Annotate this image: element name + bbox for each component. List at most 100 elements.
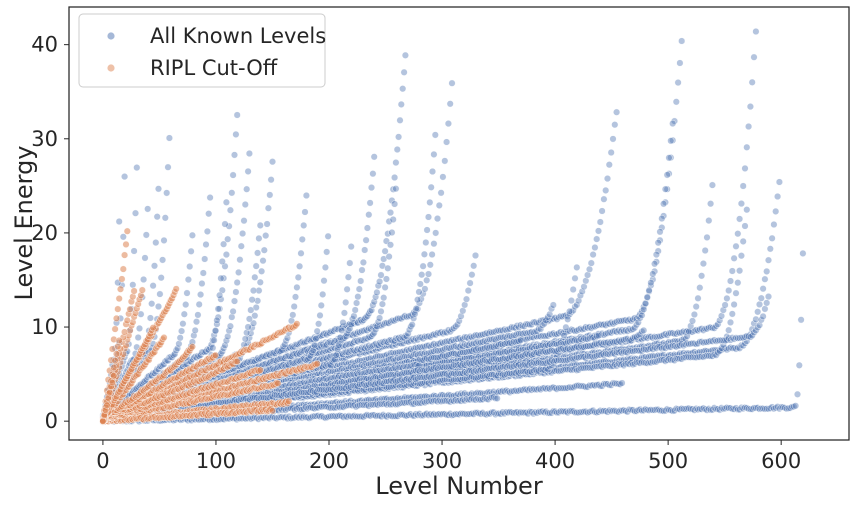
data-point	[748, 78, 756, 86]
data-point	[591, 243, 599, 251]
data-point	[349, 413, 357, 421]
data-point	[652, 406, 660, 414]
data-point	[468, 271, 476, 279]
data-point	[734, 279, 742, 287]
data-point	[607, 148, 615, 156]
data-point	[701, 405, 709, 413]
data-point	[699, 404, 707, 412]
data-point	[423, 226, 431, 234]
data-point	[761, 275, 769, 283]
data-point	[770, 405, 778, 413]
data-point	[741, 164, 749, 172]
data-point	[765, 256, 773, 264]
data-point	[425, 270, 433, 278]
data-point	[392, 412, 400, 420]
data-point	[403, 412, 411, 420]
data-point	[352, 413, 360, 421]
data-point	[777, 403, 785, 411]
data-point	[651, 260, 659, 268]
data-point	[707, 406, 715, 414]
data-point	[754, 308, 762, 316]
data-point	[459, 410, 467, 418]
data-point	[647, 406, 655, 414]
data-point	[504, 409, 512, 417]
data-point	[273, 414, 281, 422]
data-point	[491, 410, 499, 418]
data-point	[408, 321, 416, 329]
data-point	[482, 411, 490, 419]
data-point	[459, 307, 467, 315]
data-point	[567, 407, 575, 415]
data-point	[746, 103, 754, 111]
data-point	[602, 186, 610, 194]
data-point	[327, 412, 335, 420]
data-point	[437, 189, 445, 197]
data-point	[444, 120, 452, 128]
data-point	[321, 414, 329, 422]
data-point	[260, 414, 268, 422]
data-point	[676, 59, 684, 67]
data-point	[727, 277, 735, 285]
data-point	[645, 286, 653, 294]
data-point	[728, 310, 736, 318]
data-point	[739, 182, 747, 190]
data-point	[638, 407, 646, 415]
data-point	[540, 408, 548, 416]
data-point	[689, 317, 697, 325]
data-point	[422, 238, 430, 246]
data-point	[669, 119, 677, 127]
data-point	[604, 175, 612, 183]
data-point	[430, 240, 438, 248]
data-point	[350, 412, 358, 420]
data-point	[412, 305, 420, 313]
data-point	[569, 286, 577, 294]
data-point	[558, 407, 566, 415]
data-point	[457, 410, 465, 418]
data-point	[468, 410, 476, 418]
data-point	[421, 411, 429, 419]
data-point	[291, 414, 299, 422]
data-point	[728, 267, 736, 275]
data-point	[712, 405, 720, 413]
data-point	[580, 408, 588, 416]
data-point	[535, 408, 543, 416]
data-point	[613, 108, 621, 116]
data-point	[618, 407, 626, 415]
data-point	[611, 121, 619, 129]
data-point	[652, 251, 660, 259]
data-point	[781, 404, 789, 412]
data-point	[580, 283, 588, 291]
data-point	[425, 213, 433, 221]
data-point	[302, 413, 310, 421]
data-point	[537, 408, 545, 416]
data-point	[605, 406, 613, 414]
data-point	[799, 249, 807, 257]
data-point	[609, 135, 617, 143]
data-point	[774, 192, 782, 200]
data-point	[448, 79, 456, 87]
data-point	[553, 409, 561, 417]
data-point	[464, 410, 472, 418]
data-point	[736, 215, 744, 223]
data-point	[426, 261, 434, 269]
data-point	[623, 408, 631, 416]
data-point	[452, 410, 460, 418]
data-point	[292, 413, 300, 421]
data-point	[439, 173, 447, 181]
data-point	[571, 408, 579, 416]
data-point	[557, 407, 565, 415]
data-point	[397, 411, 405, 419]
data-point	[314, 412, 322, 420]
data-point	[470, 262, 478, 270]
data-point	[341, 412, 349, 420]
data-point	[401, 51, 409, 59]
data-point	[725, 326, 733, 334]
data-point	[381, 247, 389, 255]
data-point	[647, 279, 655, 287]
data-point	[463, 295, 471, 303]
data-point	[587, 259, 595, 267]
data-point	[732, 289, 740, 297]
data-point	[784, 404, 792, 412]
data-point	[665, 154, 673, 162]
